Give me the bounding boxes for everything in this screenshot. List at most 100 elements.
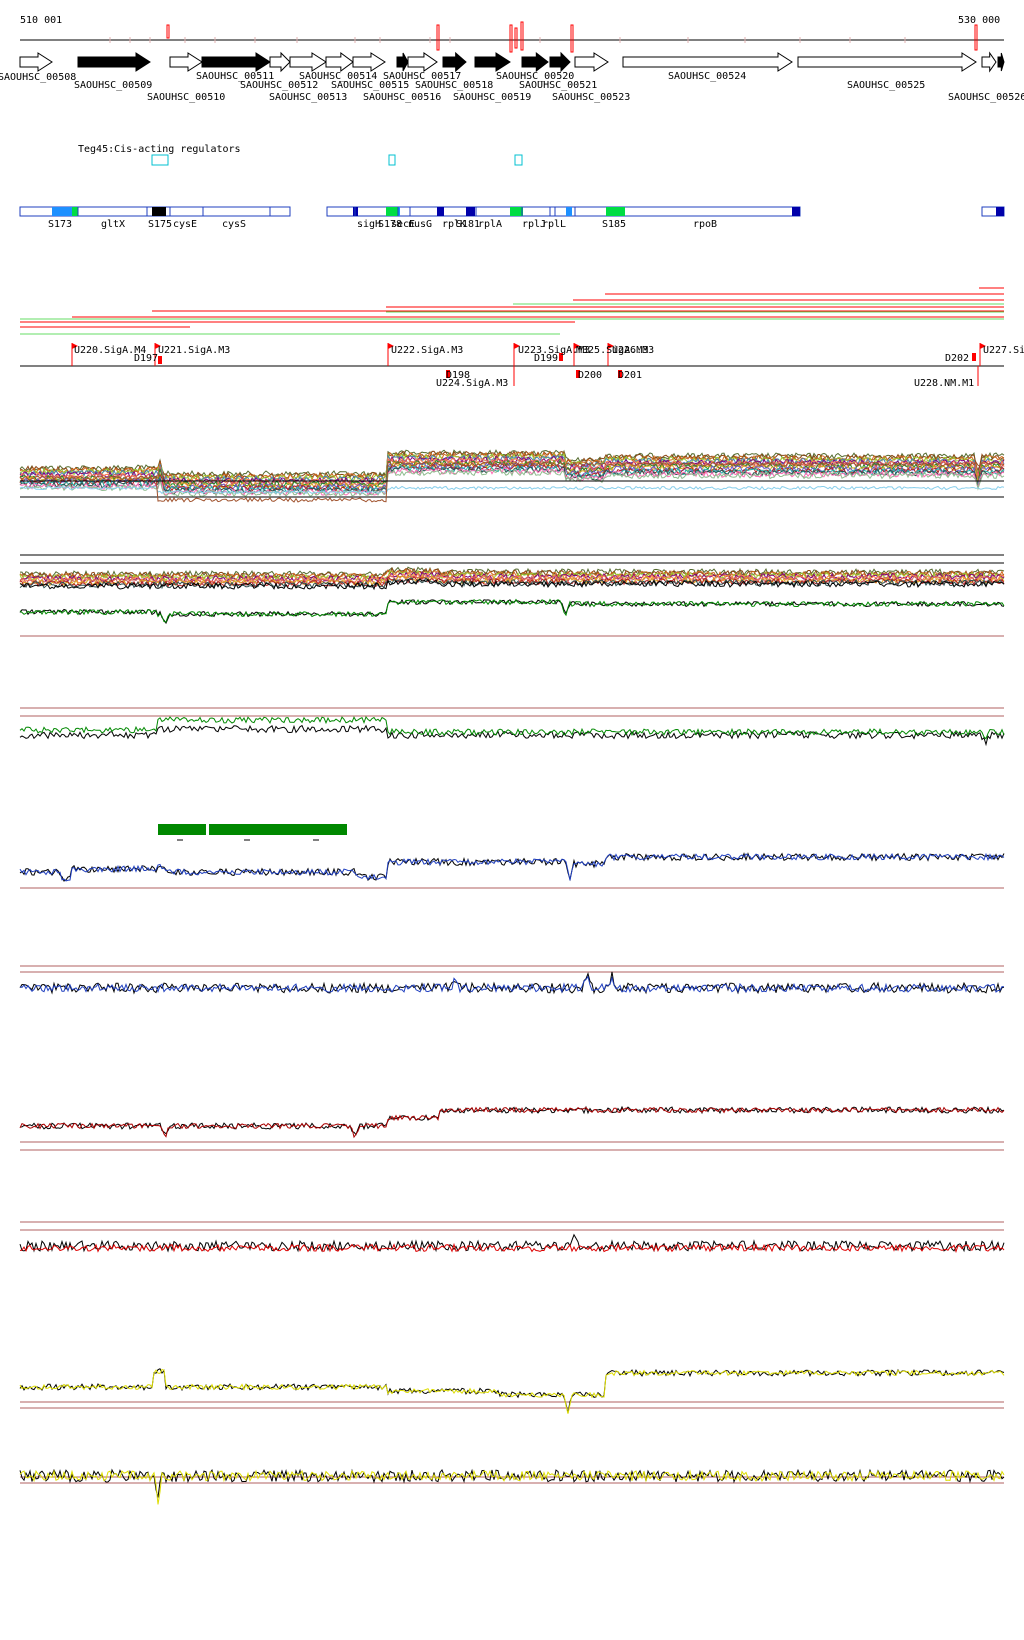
gene-arrow[interactable] (797, 52, 977, 72)
promoter-label[interactable]: U226.M3 (612, 345, 654, 356)
gene-arrow[interactable] (474, 52, 511, 72)
expression-trace (19, 598, 1005, 625)
promoter-arrowhead (155, 343, 161, 349)
gene-arrow[interactable] (19, 52, 53, 72)
expression-trace (19, 576, 1005, 590)
operon-segment[interactable] (52, 207, 72, 216)
promoter-label[interactable]: D200 (578, 370, 602, 381)
promoter-label[interactable]: U224.SigA.M3 (436, 378, 508, 389)
expression-tracks (19, 449, 1005, 1505)
promoter-arrowhead (388, 343, 394, 349)
gene-arrow[interactable] (169, 52, 203, 72)
coverage-region[interactable] (158, 824, 206, 835)
gene-label[interactable]: SAOUHSC_00511 (196, 71, 274, 82)
gene-label[interactable]: SAOUHSC_00513 (269, 92, 347, 103)
promoter-label[interactable]: D197 (134, 353, 158, 364)
gene-label[interactable]: SAOUHSC_00514 (299, 71, 377, 82)
expression-trace (19, 1368, 1005, 1414)
gene-arrow[interactable] (521, 51, 549, 73)
promoter-label[interactable]: U222.SigA.M3 (391, 345, 463, 356)
gene-arrow[interactable] (325, 52, 354, 72)
gene-label[interactable]: SAOUHSC_00521 (519, 80, 597, 91)
promoter-label[interactable]: U221.SigA.M3 (158, 345, 230, 356)
operon-segment[interactable] (386, 207, 398, 216)
expression-trace (19, 852, 1005, 882)
promoter-label[interactable]: U223.SigA.M3 (518, 345, 590, 356)
regulator-feature[interactable] (151, 154, 169, 166)
expression-trace (19, 975, 1005, 994)
operon-segment[interactable] (398, 207, 400, 216)
gene-arrow[interactable] (407, 52, 438, 72)
operon-label: rplL (542, 219, 566, 230)
gene-arrow[interactable] (622, 52, 793, 72)
gene-label[interactable]: SAOUHSC_00515 (331, 80, 409, 91)
terminator-mark[interactable] (559, 353, 563, 361)
promoter-label[interactable]: U227.Si (983, 345, 1024, 356)
expression-panel-4 (19, 852, 1005, 889)
operon-segment[interactable] (437, 207, 444, 216)
operon-segment[interactable] (72, 207, 78, 216)
expression-panel-6 (19, 1105, 1005, 1151)
gene-arrow[interactable] (269, 51, 291, 73)
terminator-mark[interactable] (158, 356, 162, 364)
operon-segment[interactable] (466, 207, 475, 216)
operon-segment[interactable] (566, 207, 572, 216)
expression-panel-3 (19, 707, 1005, 747)
gene-label[interactable]: SAOUHSC_00509 (74, 80, 152, 91)
promoter-label[interactable]: D199 (534, 353, 558, 364)
gene-label[interactable]: SAOUHSC_00510 (147, 92, 225, 103)
expression-panel-9 (19, 1468, 1005, 1505)
ruler-marker (514, 27, 518, 49)
gene-label[interactable]: SAOUHSC_00518 (415, 80, 493, 91)
gene-arrow[interactable] (352, 52, 386, 72)
promoter-label[interactable]: D202 (945, 353, 969, 364)
gene-arrow[interactable] (981, 51, 997, 73)
terminator-mark[interactable] (576, 370, 580, 378)
operon-label: rplJ (522, 219, 546, 230)
gene-arrow[interactable] (396, 52, 409, 72)
promoter-label[interactable]: M325.SigA.M3 (576, 345, 648, 356)
gene-label[interactable]: SAOUHSC_00526 (948, 92, 1024, 103)
gene-arrow[interactable] (549, 51, 571, 73)
expression-trace (19, 463, 1005, 493)
regulator-feature[interactable] (388, 154, 396, 166)
operon-label: rplK (442, 219, 466, 230)
operon-segment[interactable] (792, 207, 800, 216)
gene-arrow[interactable] (442, 51, 467, 73)
operon-segment[interactable] (152, 207, 166, 216)
gene-label[interactable]: SAOUHSC_00512 (240, 80, 318, 91)
gene-arrow[interactable] (201, 52, 271, 72)
terminator-mark[interactable] (446, 370, 450, 378)
gene-arrow[interactable] (997, 52, 1005, 72)
operon-segment[interactable] (606, 207, 625, 216)
gene-arrow[interactable] (77, 52, 151, 72)
expression-trace (19, 971, 1005, 995)
terminator-mark[interactable] (972, 353, 976, 361)
gene-label[interactable]: SAOUHSC_00508 (0, 72, 76, 83)
operon-label: S175 (148, 219, 172, 230)
gene-label[interactable]: SAOUHSC_00517 (383, 71, 461, 82)
promoter-label[interactable]: D201 (618, 370, 642, 381)
expression-trace (19, 598, 1005, 623)
gene-label[interactable]: SAOUHSC_00525 (847, 80, 925, 91)
gene-label[interactable]: SAOUHSC_00516 (363, 92, 441, 103)
operon-segment[interactable] (996, 207, 1004, 216)
promoter-label[interactable]: U220.SigA.M4 (74, 345, 146, 356)
gene-arrow[interactable] (289, 52, 327, 72)
expression-trace (19, 455, 1005, 485)
gene-label[interactable]: SAOUHSC_00520 (496, 71, 574, 82)
operon-label: rpoB (693, 219, 717, 230)
gene-label[interactable]: SAOUHSC_00519 (453, 92, 531, 103)
expression-trace (19, 1469, 1005, 1505)
gene-arrow[interactable] (574, 52, 609, 72)
gene-label[interactable]: SAOUHSC_00523 (552, 92, 630, 103)
coverage-region[interactable] (209, 824, 347, 835)
promoter-label[interactable]: D198 (446, 370, 470, 381)
operon-segment[interactable] (510, 207, 523, 216)
ruler-marker (520, 21, 524, 51)
terminator-mark[interactable] (618, 370, 622, 378)
promoter-label[interactable]: U228.NM.M1 (914, 378, 974, 389)
expression-trace (19, 1468, 1005, 1498)
regulator-feature[interactable] (514, 154, 523, 166)
gene-label[interactable]: SAOUHSC_00524 (668, 71, 746, 82)
